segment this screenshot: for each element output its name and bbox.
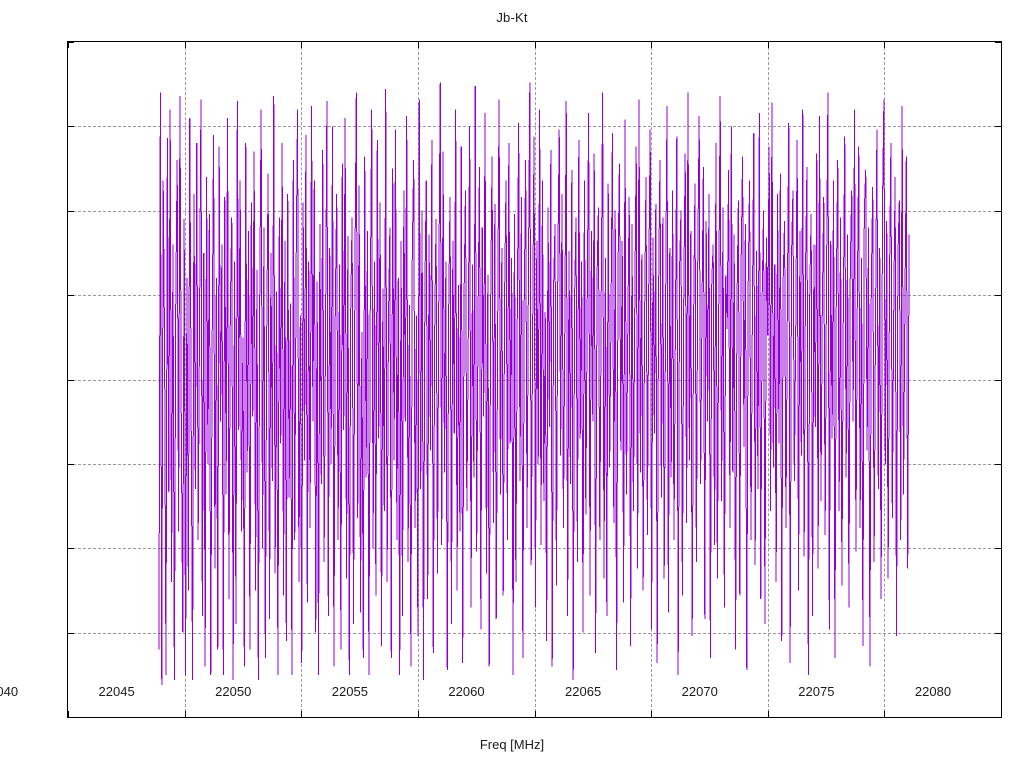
x-tick-bottom: [884, 711, 886, 717]
x-tick-label: 22070: [681, 684, 718, 699]
x-tick-top: [1001, 42, 1002, 48]
y-tick-right: [995, 463, 1001, 465]
data-series-layer: [68, 42, 1001, 717]
y-tick-right: [995, 379, 1001, 381]
y-tick-left: [68, 379, 74, 381]
gridline-vertical: [301, 42, 303, 717]
y-tick-left: [68, 463, 74, 465]
plot-area: [67, 41, 1002, 718]
x-tick-top: [184, 42, 186, 48]
y-tick-left: [68, 632, 74, 634]
x-tick-bottom: [1001, 711, 1002, 717]
y-tick-left: [68, 548, 74, 550]
y-tick-right: [995, 548, 1001, 550]
y-tick-left: [68, 295, 74, 297]
x-axis-title: Freq [MHz]: [479, 737, 545, 752]
x-tick-label: 22045: [98, 684, 135, 699]
data-line: [158, 82, 910, 685]
x-tick-top: [884, 42, 886, 48]
x-tick-label: 22065: [565, 684, 602, 699]
chart-title: Jb-Kt: [496, 10, 528, 25]
x-tick-top: [301, 42, 303, 48]
x-tick-bottom: [534, 711, 536, 717]
x-tick-label: 22050: [215, 684, 252, 699]
y-tick-right: [995, 210, 1001, 212]
x-tick-bottom: [301, 711, 303, 717]
x-tick-bottom: [651, 711, 653, 717]
x-tick-bottom: [767, 711, 769, 717]
y-tick-right: [995, 42, 1001, 43]
x-tick-top: [651, 42, 653, 48]
x-tick-bottom: [184, 711, 186, 717]
x-tick-top: [767, 42, 769, 48]
series-svg: [158, 82, 910, 685]
gridline-vertical: [651, 42, 653, 717]
y-tick-left: [68, 717, 74, 718]
y-tick-left: [68, 126, 74, 128]
y-tick-right: [995, 717, 1001, 718]
x-tick-label: 22040: [0, 684, 19, 699]
x-tick-bottom: [68, 711, 69, 717]
x-tick-label: 22060: [448, 684, 485, 699]
x-tick-label: 22080: [914, 684, 952, 699]
y-tick-left: [68, 210, 74, 212]
x-tick-label: 22055: [331, 684, 368, 699]
y-tick-left: [68, 42, 74, 43]
gridline-vertical: [767, 42, 769, 717]
x-tick-top: [417, 42, 419, 48]
x-tick-label: 22075: [798, 684, 835, 699]
x-tick-top: [68, 42, 69, 48]
x-tick-top: [534, 42, 536, 48]
y-tick-right: [995, 632, 1001, 634]
x-tick-bottom: [417, 711, 419, 717]
y-tick-right: [995, 126, 1001, 128]
y-tick-right: [995, 295, 1001, 297]
